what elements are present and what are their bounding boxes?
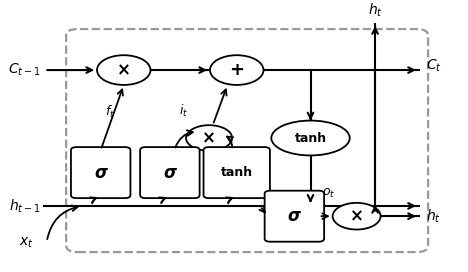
Text: $o_t$: $o_t$ [322, 187, 336, 200]
Circle shape [333, 203, 380, 230]
Text: tanh: tanh [221, 166, 253, 179]
Text: $C_{t-1}$: $C_{t-1}$ [8, 62, 41, 78]
Text: $h_{t-1}$: $h_{t-1}$ [9, 197, 41, 215]
FancyBboxPatch shape [264, 191, 324, 242]
Text: +: + [229, 61, 244, 79]
Text: $h_t$: $h_t$ [426, 208, 441, 225]
Text: ×: × [202, 129, 216, 147]
FancyBboxPatch shape [204, 147, 270, 198]
Text: $f_t$: $f_t$ [105, 104, 115, 120]
Text: $i_t$: $i_t$ [179, 103, 188, 119]
Text: tanh: tanh [294, 131, 327, 144]
Text: σ: σ [94, 164, 107, 182]
Circle shape [97, 55, 151, 85]
FancyBboxPatch shape [140, 147, 200, 198]
Text: $x_t$: $x_t$ [19, 236, 34, 250]
Circle shape [210, 55, 263, 85]
Text: ×: × [350, 207, 364, 225]
Ellipse shape [271, 120, 350, 155]
Text: $C_t$: $C_t$ [426, 58, 442, 75]
Text: $h_t$: $h_t$ [368, 1, 382, 19]
Text: σ: σ [163, 164, 176, 182]
Text: σ: σ [288, 207, 301, 225]
Circle shape [186, 125, 232, 151]
Text: ×: × [117, 61, 131, 79]
FancyBboxPatch shape [71, 147, 131, 198]
